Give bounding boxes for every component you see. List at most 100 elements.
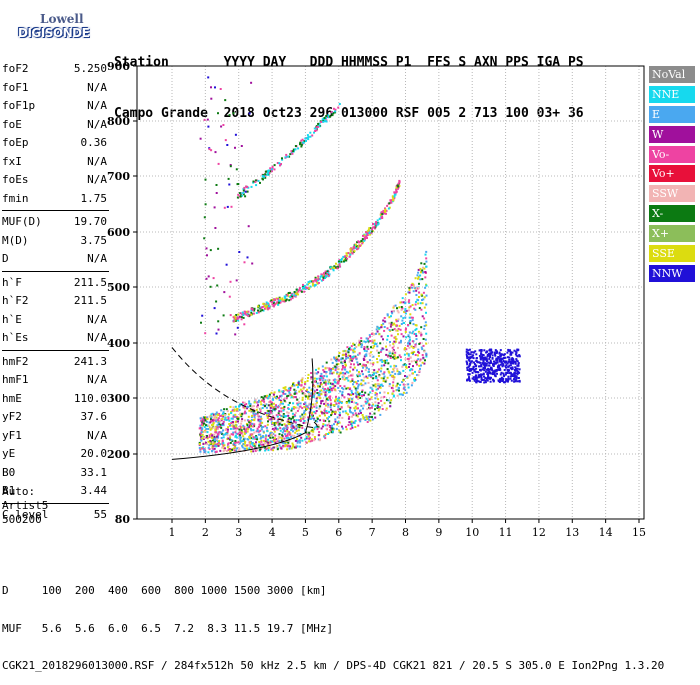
echo-point-nnw [489,352,492,355]
echo-point-nnw [466,357,469,360]
echo-point [396,382,399,385]
x-tick-label: 1 [169,526,176,539]
param-row: B1 3.44 [2,482,109,501]
echo-point [286,433,289,436]
echo-point [344,361,346,364]
echo-point [391,346,394,349]
echo-point [323,435,326,438]
param-name: fxI [2,154,22,168]
echo-point [266,417,269,419]
echo-point [359,363,362,366]
echo-point-nnw [511,375,514,377]
echo-point [360,384,363,387]
echo-point [407,354,410,357]
echo-point [254,443,257,446]
echo-point [292,444,295,447]
echo-point [287,394,290,397]
echo-point [391,328,394,331]
echo-point [266,441,269,444]
echo-point [310,408,313,411]
echo-point [324,391,327,394]
echo-point [289,393,292,396]
echo-point [287,420,290,423]
echo-point [278,436,281,439]
echo-point-hop2 [297,290,300,293]
echo-point-hop2 [351,248,354,251]
echo-point [332,371,335,374]
echo-point [291,424,294,427]
echo-point [350,363,353,366]
echo-point [408,289,411,291]
echo-point-nnw [515,358,518,361]
echo-point-hop3 [323,120,326,123]
echo-point [365,347,367,350]
echo-point [276,418,279,421]
echo-point [308,402,311,405]
param-value: N/A [87,154,107,168]
echo-point-sparse [207,125,210,128]
echo-point [206,417,209,420]
echo-point-hop3 [334,108,337,111]
param-name: h`F2 [2,294,29,307]
echo-point-hop2 [385,209,388,212]
echo-point [391,350,394,353]
echo-point-sparse [229,314,232,317]
echo-point [418,307,421,310]
echo-point [377,409,380,412]
echo-point [329,399,332,402]
echo-point [241,434,244,437]
echo-point [289,432,292,435]
legend-item: NNW [649,264,695,282]
echo-point-nnw [517,371,520,374]
echo-point-nnw [506,368,509,371]
echo-point [385,345,387,348]
echo-point [396,329,399,332]
echo-point [357,395,360,398]
echo-point [228,419,231,422]
echo-point-nnw [506,351,509,354]
echo-point [322,386,325,389]
echo-point-nnw [511,362,513,365]
echo-point [299,445,302,448]
echo-point-hop2 [317,282,320,284]
echo-point [290,420,292,423]
echo-point-nnw [514,362,517,365]
echo-point [364,341,367,343]
echo-point [364,369,367,372]
echo-point [318,385,321,388]
echo-point [288,447,291,450]
echo-point-hop3 [294,148,297,151]
echo-point [333,357,336,360]
echo-point [378,375,381,378]
param-value: 211.5 [73,275,107,289]
echo-point [347,354,350,357]
echo-point-nnw [518,368,521,371]
echo-point [211,445,214,448]
echo-point [424,276,427,279]
echo-point-hop2 [398,181,401,184]
echo-point [320,393,323,396]
echo-point [351,359,354,362]
echo-point [417,276,420,278]
echo-point [221,422,224,425]
echo-point [284,393,287,395]
echo-point [354,405,357,408]
echo-point-hop3 [270,168,273,171]
echo-point-hop2 [322,278,325,281]
echo-point-nnw [467,366,470,369]
echo-point [331,410,334,413]
echo-point-nnw [485,378,488,381]
echo-point [329,372,332,375]
echo-point-hop3 [300,139,303,142]
echo-point-hop2 [245,313,248,316]
echo-point [205,436,208,439]
echo-point [406,352,409,355]
echo-point-nnw [487,367,490,370]
echo-point [319,405,322,408]
echo-point-nnw [483,367,486,370]
param-name: fmin [2,191,29,205]
echo-point [212,422,215,424]
echo-point [209,440,212,442]
echo-point [380,399,383,402]
echo-point-hop3 [325,115,328,117]
